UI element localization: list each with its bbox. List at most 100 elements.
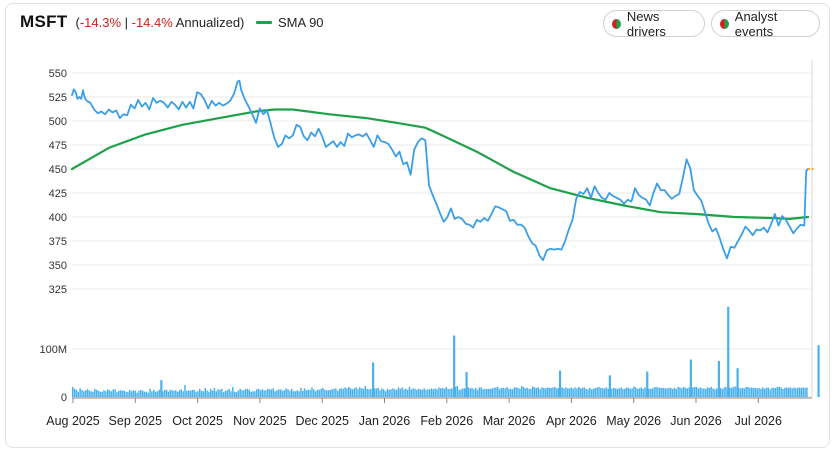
volume-bar <box>594 387 597 397</box>
volume-bar <box>616 388 619 397</box>
volume-bar <box>495 387 497 397</box>
volume-bar <box>392 388 394 397</box>
volume-bar <box>300 387 302 397</box>
volume-bar <box>327 390 330 397</box>
analyst-events-button[interactable]: Analyst events <box>711 9 820 39</box>
volume-bar <box>289 390 291 397</box>
volume-bar <box>438 387 440 397</box>
volume-bar <box>432 389 435 397</box>
volume-bar <box>679 387 681 397</box>
volume-bar <box>195 391 197 397</box>
volume-bar <box>598 386 600 397</box>
volume-bar <box>261 389 264 397</box>
volume-bar <box>471 387 473 397</box>
volume-bar <box>537 387 540 397</box>
volume-bar <box>449 388 451 397</box>
volume-bar <box>355 387 357 397</box>
volume-bar <box>629 388 632 397</box>
volume-bar <box>548 387 551 397</box>
volume-bar <box>776 386 779 397</box>
volume-bar <box>476 389 479 397</box>
volume-bar <box>664 388 666 397</box>
volume-bar <box>754 387 757 397</box>
volume-bar <box>197 391 199 397</box>
volume-bar <box>204 387 206 397</box>
volume-bar <box>169 389 172 397</box>
volume-bar <box>118 390 120 397</box>
volume-bar <box>309 389 311 397</box>
y-tick-label: 350 <box>49 260 67 272</box>
volume-bar <box>353 388 356 397</box>
volume-bar <box>767 387 770 397</box>
volume-bar <box>72 386 74 397</box>
volume-bar <box>110 391 113 397</box>
volume-tick-label: 0 <box>61 392 67 404</box>
ticker-symbol[interactable]: MSFT <box>20 12 68 31</box>
volume-bar <box>504 388 506 397</box>
volume-bar <box>688 387 690 397</box>
volume-bar <box>215 391 218 397</box>
volume-bar <box>138 390 140 397</box>
volume-bar <box>108 390 111 397</box>
x-tick-label: May 2026 <box>606 414 661 428</box>
volume-tick-label: 100M <box>39 344 67 356</box>
volume-bar <box>127 391 129 397</box>
volume-bar <box>590 389 593 397</box>
volume-bar <box>749 387 751 397</box>
volume-bar <box>546 387 549 397</box>
volume-bar <box>222 392 225 397</box>
volume-bar <box>714 389 716 397</box>
volume-bar <box>167 391 170 397</box>
x-tick-label: Jun 2026 <box>670 414 721 428</box>
volume-bar <box>158 389 160 397</box>
volume-bar <box>489 388 492 397</box>
volume-bar <box>784 387 786 397</box>
volume-bar <box>394 389 396 397</box>
volume-bar <box>217 389 219 397</box>
chart-card <box>5 3 830 448</box>
volume-bar <box>235 392 238 397</box>
volume-bar <box>806 387 808 397</box>
volume-bar <box>176 391 179 397</box>
volume-bar <box>171 390 173 397</box>
volume-bar <box>710 386 712 397</box>
volume-bar <box>303 388 306 397</box>
volume-bar <box>296 390 298 397</box>
volume-bar <box>198 388 201 397</box>
volume-bar <box>543 387 545 397</box>
volume-bar <box>500 387 503 397</box>
volume-bar <box>336 390 339 397</box>
volume-bar <box>406 389 409 397</box>
volume-bar <box>200 390 203 397</box>
volume-bar <box>624 388 626 397</box>
volume-bar <box>704 388 707 397</box>
volume-bar <box>635 387 637 397</box>
annualized-label: Annualized) <box>172 15 245 30</box>
volume-bar <box>221 388 223 397</box>
y-tick-label: 475 <box>49 140 67 152</box>
volume-bar <box>456 385 459 397</box>
volume-spike-bar <box>736 368 739 397</box>
volume-bar <box>388 389 390 397</box>
volume-bar <box>77 391 80 397</box>
volume-bar <box>390 389 392 397</box>
volume-bar <box>589 387 591 397</box>
sma-legend[interactable]: SMA 90 <box>256 15 324 30</box>
volume-bar <box>486 388 488 397</box>
volume-bar <box>572 388 574 397</box>
volume-bar <box>782 388 784 397</box>
volume-bar <box>318 389 321 397</box>
volume-bar <box>233 391 236 397</box>
volume-bar <box>532 386 534 397</box>
volume-bar <box>434 388 436 397</box>
volume-bar <box>520 385 523 397</box>
volume-bar <box>636 388 639 397</box>
y-tick-label: 400 <box>49 212 67 224</box>
news-drivers-button[interactable]: News drivers <box>603 9 705 39</box>
volume-bar <box>493 387 495 397</box>
volume-bar <box>443 388 446 397</box>
x-tick-label: Jul 2026 <box>735 414 782 428</box>
volume-bar <box>506 386 508 397</box>
volume-bar <box>248 389 251 397</box>
